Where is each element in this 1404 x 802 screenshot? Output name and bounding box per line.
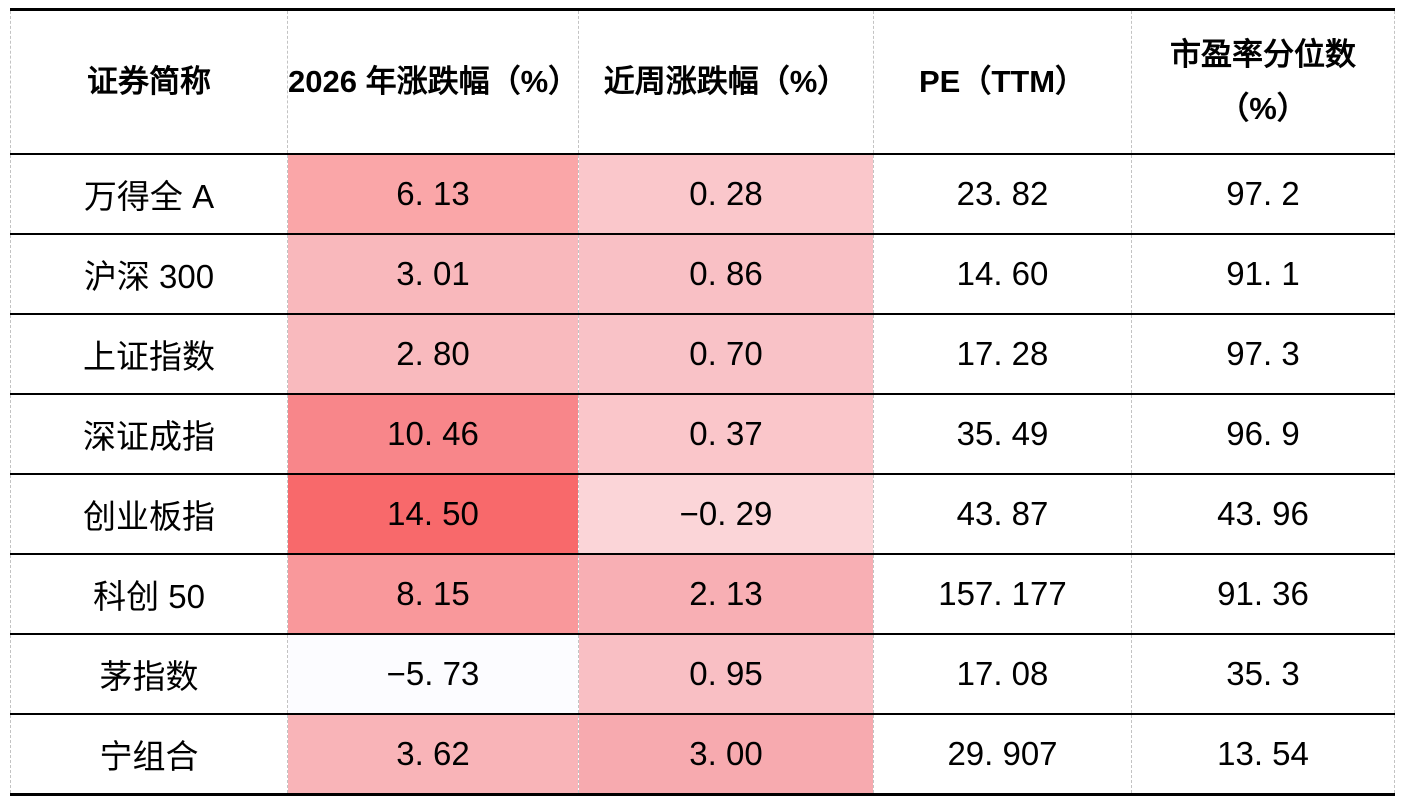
table-row: 创业板指 14. 50 −0. 29 43. 87 43. 96: [10, 474, 1395, 555]
pe-percentile-cell: 13. 54: [1131, 714, 1395, 795]
col-header-week-change: 近周涨跌幅（%）: [578, 9, 874, 155]
pe-cell: 29. 907: [873, 714, 1132, 795]
security-name-cell: 宁组合: [10, 714, 288, 795]
table-row: 科创 50 8. 15 2. 13 157. 177 91. 36: [10, 554, 1395, 635]
table-row: 宁组合 3. 62 3. 00 29. 907 13. 54: [10, 714, 1395, 795]
pe-percentile-cell: 96. 9: [1131, 394, 1395, 475]
week-change-cell: 3. 00: [578, 714, 874, 795]
security-name-cell: 沪深 300: [10, 234, 288, 315]
ytd-change-cell: 3. 01: [287, 234, 579, 315]
pe-cell: 17. 28: [873, 314, 1132, 395]
pe-percentile-cell: 91. 1: [1131, 234, 1395, 315]
week-change-cell: 0. 28: [578, 154, 874, 235]
ytd-change-cell: 8. 15: [287, 554, 579, 635]
week-change-cell: 0. 70: [578, 314, 874, 395]
pe-percentile-cell: 97. 2: [1131, 154, 1395, 235]
pe-percentile-cell: 97. 3: [1131, 314, 1395, 395]
col-header-pe-percentile-line2: （%）: [1218, 91, 1308, 126]
col-header-ytd-change: 2026 年涨跌幅（%）: [287, 9, 579, 155]
pe-cell: 157. 177: [873, 554, 1132, 635]
week-change-cell: −0. 29: [578, 474, 874, 555]
col-header-pe-percentile-line1: 市盈率分位数: [1170, 36, 1356, 72]
security-name-cell: 茅指数: [10, 634, 288, 715]
security-name-cell: 上证指数: [10, 314, 288, 395]
ytd-change-cell: 14. 50: [287, 474, 579, 555]
security-name-cell: 万得全 A: [10, 154, 288, 235]
col-header-pe-ttm: PE（TTM）: [873, 9, 1132, 155]
week-change-cell: 0. 37: [578, 394, 874, 475]
table-row: 万得全 A 6. 13 0. 28 23. 82 97. 2: [10, 154, 1395, 235]
ytd-change-cell: 2. 80: [287, 314, 579, 395]
pe-cell: 17. 08: [873, 634, 1132, 715]
ytd-change-cell: 3. 62: [287, 714, 579, 795]
week-change-cell: 0. 95: [578, 634, 874, 715]
col-header-pe-percentile: 市盈率分位数 （%）: [1131, 9, 1395, 155]
index-valuation-table: 证券简称 2026 年涨跌幅（%） 近周涨跌幅（%） PE（TTM） 市盈率分位…: [10, 8, 1395, 796]
pe-cell: 23. 82: [873, 154, 1132, 235]
table-row: 上证指数 2. 80 0. 70 17. 28 97. 3: [10, 314, 1395, 395]
pe-cell: 14. 60: [873, 234, 1132, 315]
table-row: 茅指数 −5. 73 0. 95 17. 08 35. 3: [10, 634, 1395, 715]
table-row: 沪深 300 3. 01 0. 86 14. 60 91. 1: [10, 234, 1395, 315]
security-name-cell: 深证成指: [10, 394, 288, 475]
pe-percentile-cell: 43. 96: [1131, 474, 1395, 555]
table-row: 深证成指 10. 46 0. 37 35. 49 96. 9: [10, 394, 1395, 475]
pe-percentile-cell: 91. 36: [1131, 554, 1395, 635]
ytd-change-cell: 6. 13: [287, 154, 579, 235]
header-row: 证券简称 2026 年涨跌幅（%） 近周涨跌幅（%） PE（TTM） 市盈率分位…: [10, 9, 1395, 155]
pe-cell: 43. 87: [873, 474, 1132, 555]
week-change-cell: 2. 13: [578, 554, 874, 635]
ytd-change-cell: −5. 73: [287, 634, 579, 715]
security-name-cell: 科创 50: [10, 554, 288, 635]
week-change-cell: 0. 86: [578, 234, 874, 315]
pe-cell: 35. 49: [873, 394, 1132, 475]
ytd-change-cell: 10. 46: [287, 394, 579, 475]
security-name-cell: 创业板指: [10, 474, 288, 555]
pe-percentile-cell: 35. 3: [1131, 634, 1395, 715]
col-header-security: 证券简称: [10, 9, 288, 155]
